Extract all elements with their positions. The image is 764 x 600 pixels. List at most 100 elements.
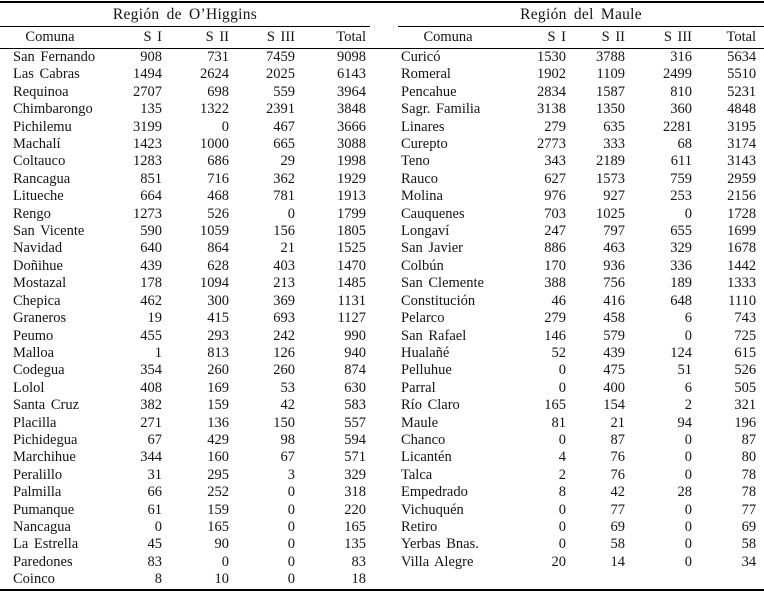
table-row: Santa Cruz 382 159 42 583 Río Claro 165 154 2 321 (0, 397, 764, 414)
value-cell: 28 (677, 484, 693, 501)
comuna-cell: Retiro (401, 518, 438, 535)
table-row: Coinco 8 10 0 18 (0, 571, 764, 589)
value-cell: 1913 (337, 188, 367, 205)
value-cell: 415 (207, 310, 229, 327)
value-cell: 1485 (337, 275, 367, 292)
value-cell: 797 (603, 223, 626, 240)
comuna-cell: Rancagua (13, 170, 71, 187)
comuna-cell: Constitución (401, 292, 476, 309)
table-row: Rengo 1273 526 0 1799 Cauquenes 703 1025 0 1728 (0, 206, 764, 223)
value-cell: 505 (734, 379, 757, 396)
value-cell: 2156 (727, 188, 757, 205)
value-cell: 2707 (133, 83, 162, 100)
value-cell: 81 (551, 414, 567, 431)
table-row: Machalí 1423 1000 665 3088 Curepto 2773 333 68 31… (0, 136, 764, 153)
value-cell: 759 (670, 170, 693, 187)
value-cell: 3964 (337, 83, 367, 100)
value-cell: 3666 (337, 118, 367, 135)
value-cell: 170 (544, 257, 567, 274)
comuna-cell: Coinco (13, 571, 55, 588)
value-cell: 58 (610, 536, 626, 553)
value-cell: 0 (684, 501, 693, 518)
value-cell: 360 (670, 101, 693, 118)
comuna-cell: Peumo (13, 327, 54, 344)
value-cell: 1094 (200, 275, 229, 292)
value-cell: 90 (214, 536, 230, 553)
table-gap (370, 328, 398, 345)
value-cell: 178 (140, 275, 162, 292)
table-row: Codegua 354 260 260 874 Pelluhue 0 475 51 526 (0, 362, 764, 379)
value-cell: 1929 (337, 170, 367, 187)
value-cell: 333 (603, 136, 626, 153)
value-cell: 31 (147, 466, 163, 483)
column-header-s1-left: S I (100, 26, 164, 49)
value-cell: 66 (147, 484, 163, 501)
value-cell: 756 (603, 275, 626, 292)
column-header-s3-left: S III (231, 26, 297, 49)
value-cell: 703 (544, 205, 567, 222)
value-cell: 579 (603, 327, 626, 344)
comuna-cell: San Javier (401, 240, 464, 257)
value-cell: 462 (140, 292, 162, 309)
value-cell: 2 (684, 397, 693, 414)
table-gap (370, 519, 398, 536)
value-cell: 80 (741, 449, 757, 466)
value-cell: 0 (287, 205, 295, 222)
table-gap (370, 119, 398, 136)
value-cell: 1322 (200, 101, 229, 118)
value-cell: 693 (273, 310, 295, 327)
value-cell: 6 (684, 379, 693, 396)
value-cell: 14 (610, 553, 626, 570)
value-cell: 1025 (596, 205, 626, 222)
value-cell: 0 (287, 553, 295, 570)
value-cell: 3174 (727, 136, 757, 153)
comuna-cell: Longaví (401, 223, 450, 240)
value-cell: 1273 (133, 205, 162, 222)
value-cell: 160 (207, 449, 229, 466)
value-cell: 76 (610, 449, 626, 466)
value-cell: 0 (558, 362, 567, 379)
table-row: Peralillo 31 295 3 329 Talca 2 76 0 78 (0, 467, 764, 484)
comuna-cell: Litueche (13, 188, 64, 205)
table-gap (370, 484, 398, 501)
value-cell: 0 (221, 553, 229, 570)
value-cell: 10 (214, 571, 230, 588)
comuna-cell: Pichidegua (13, 431, 78, 448)
value-cell: 1470 (337, 257, 367, 274)
table-gap (370, 206, 398, 223)
value-cell: 67 (280, 449, 296, 466)
value-cell: 247 (544, 223, 567, 240)
value-cell: 7459 (266, 49, 295, 65)
value-cell: 4 (558, 449, 567, 466)
value-cell: 403 (273, 257, 295, 274)
value-cell: 0 (684, 536, 693, 553)
value-cell: 648 (670, 292, 693, 309)
column-header-comuna-left: Comuna (0, 26, 100, 49)
value-cell: 318 (344, 484, 367, 501)
value-cell: 295 (207, 466, 229, 483)
table-gap (370, 554, 398, 571)
value-cell: 0 (684, 449, 693, 466)
value-cell: 1350 (596, 101, 626, 118)
comuna-cell: San Clemente (401, 275, 484, 292)
table-row: Pichidegua 67 429 98 594 Chanco 0 87 0 87 (0, 432, 764, 449)
value-cell: 0 (558, 501, 567, 518)
value-cell: 1131 (337, 292, 367, 309)
value-cell: 98 (280, 431, 296, 448)
value-cell: 1000 (200, 136, 229, 153)
table-gap (370, 362, 398, 379)
table-row: Coltauco 1283 686 29 1998 Teno 343 2189 611 3143 (0, 153, 764, 170)
table-gap (370, 415, 398, 432)
value-cell: 77 (741, 501, 757, 518)
value-cell: 630 (344, 379, 367, 396)
value-cell: 154 (603, 397, 626, 414)
value-cell: 87 (610, 431, 626, 448)
table-gap (370, 49, 398, 67)
table-gap (370, 2, 398, 27)
value-cell: 2189 (596, 153, 626, 170)
value-cell: 400 (603, 379, 626, 396)
value-cell: 189 (670, 275, 693, 292)
value-cell: 526 (207, 205, 229, 222)
value-cell: 83 (351, 553, 367, 570)
comuna-cell: La Estrella (13, 536, 79, 553)
